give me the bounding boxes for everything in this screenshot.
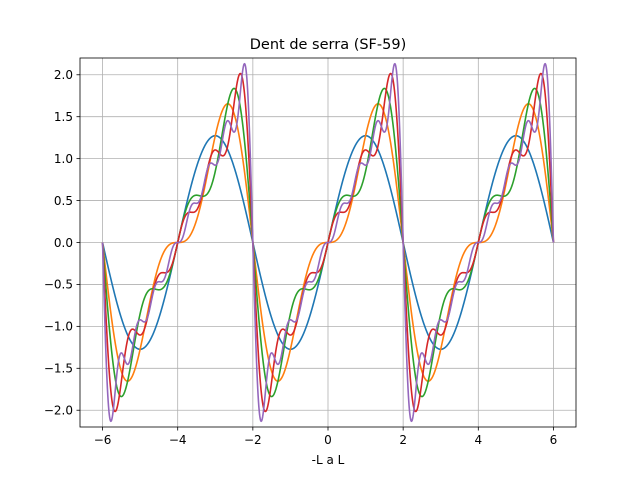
chart-title: Dent de serra (SF-59) (250, 37, 406, 53)
y-tick-label: −2.0 (44, 404, 73, 418)
x-tick-label: −2 (244, 433, 262, 447)
ticks: −6 −4 −2 0 2 4 6 −2.0 −1.5 −1.0 −0.5 0.0 0.5 1.0 1.5 2.… (44, 68, 557, 447)
y-tick-label: 1.5 (54, 110, 73, 124)
x-tick-label: 6 (550, 433, 558, 447)
y-tick-label: 1.0 (54, 152, 73, 166)
y-tick-label: 0.0 (54, 236, 73, 250)
series-line (101, 62, 555, 423)
y-tick-label: −1.0 (44, 320, 73, 334)
x-tick-label: 2 (399, 433, 407, 447)
x-tick-label: −4 (169, 433, 187, 447)
y-tick-label: 2.0 (54, 68, 73, 82)
y-tick-label: 0.5 (54, 194, 73, 208)
x-tick-label: −6 (94, 433, 112, 447)
x-axis-label: -L a L (312, 453, 345, 467)
y-tick-label: −0.5 (44, 278, 73, 292)
series-lines (101, 62, 555, 423)
x-tick-label: 4 (474, 433, 482, 447)
x-tick-label: 0 (324, 433, 332, 447)
y-tick-label: −1.5 (44, 362, 73, 376)
